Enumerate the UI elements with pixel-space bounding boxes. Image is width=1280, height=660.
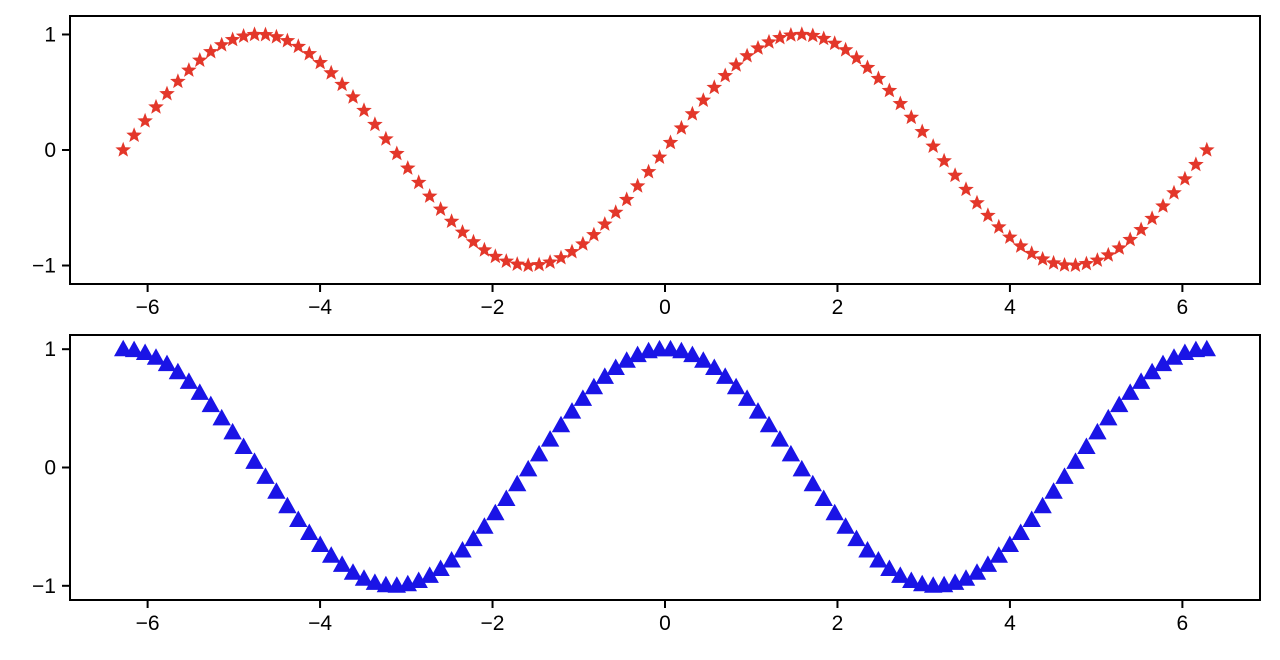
y-tick-label: 1 (44, 338, 56, 361)
axes-frame (69, 334, 1261, 601)
y-tick-label: −1 (32, 575, 56, 598)
x-axis: −6 −4 −2 0 2 4 6 (136, 601, 1189, 635)
y-tick-label: 0 (44, 139, 56, 162)
cos-markers (114, 339, 1216, 593)
axes-frame (69, 15, 1261, 285)
y-tick-label: −1 (32, 255, 56, 278)
x-tick-label: 0 (659, 612, 671, 635)
subplot-cos: −6 −4 −2 0 2 4 6 −1 0 1 (32, 334, 1261, 635)
x-tick-label: −2 (481, 612, 505, 635)
x-tick-label: 6 (1177, 296, 1189, 319)
x-tick-label: −4 (308, 296, 332, 319)
x-tick-label: −6 (136, 612, 160, 635)
x-tick-label: 2 (832, 612, 844, 635)
x-tick-label: 2 (832, 296, 844, 319)
x-axis: −6 −4 −2 0 2 4 6 (136, 285, 1189, 319)
x-tick-label: 4 (1004, 612, 1016, 635)
x-tick-label: −2 (481, 296, 505, 319)
y-tick-label: 0 (44, 457, 56, 480)
subplot-sin: −6 −4 −2 0 2 4 6 −1 0 1 (32, 15, 1261, 319)
y-tick-label: 1 (44, 23, 56, 46)
sin-markers (115, 26, 1215, 273)
y-axis: −1 0 1 (32, 338, 69, 598)
x-tick-label: 6 (1177, 612, 1189, 635)
x-tick-label: 0 (659, 296, 671, 319)
x-tick-label: −4 (308, 612, 332, 635)
y-axis: −1 0 1 (32, 23, 69, 278)
x-tick-label: −6 (136, 296, 160, 319)
x-tick-label: 4 (1004, 296, 1016, 319)
